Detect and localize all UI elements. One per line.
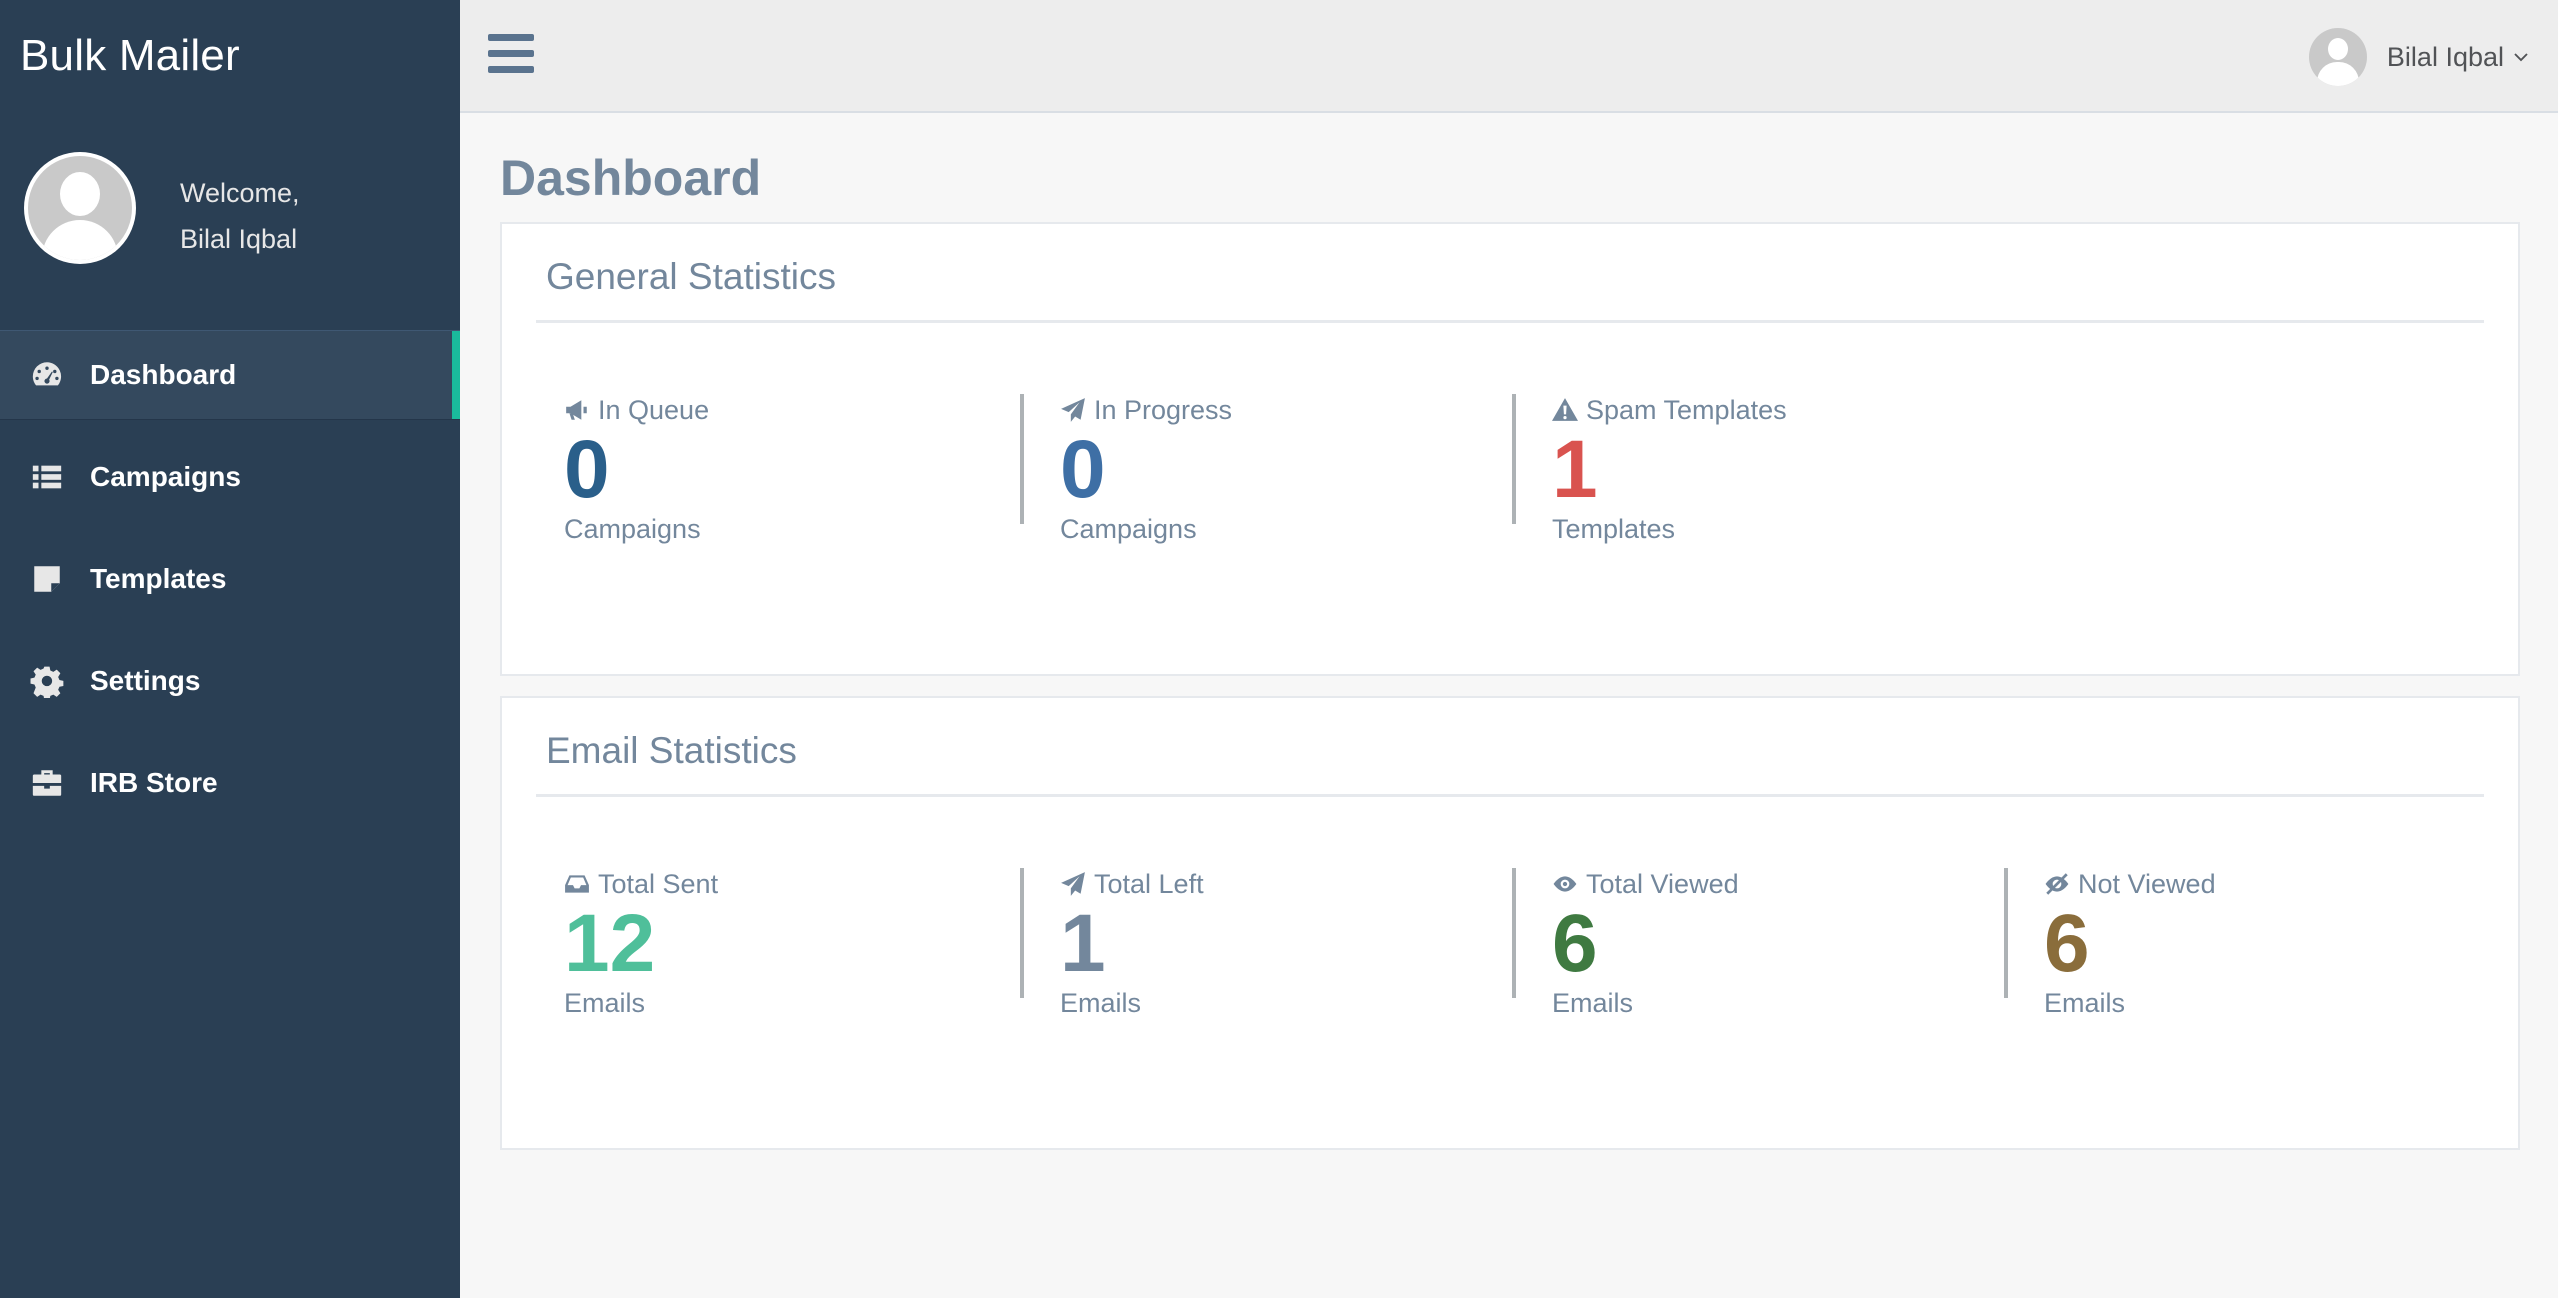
stat-label: Spam Templates: [1586, 395, 1787, 425]
sidebar-item-settings[interactable]: Settings: [0, 636, 460, 726]
sidebar-item-irb-store[interactable]: IRB Store: [0, 738, 460, 828]
stat-total-left: Total Left 1 Emails: [1020, 868, 1512, 1018]
stat-in-progress: In Progress 0 Campaigns: [1020, 394, 1512, 544]
sidebar-item-label: Templates: [90, 563, 227, 594]
stat-label: Total Left: [1094, 869, 1204, 899]
stat-value: 6: [1552, 898, 1598, 989]
paper-plane-icon: [1061, 872, 1085, 896]
stat-value: 0: [1060, 424, 1106, 515]
warning-icon: [1552, 398, 1578, 421]
welcome-block: Welcome, Bilal Iqbal: [180, 170, 300, 262]
sidebar-item-templates[interactable]: Templates: [0, 534, 460, 624]
paper-plane-icon: [1061, 398, 1085, 422]
stat-unit: Emails: [1060, 988, 1142, 1018]
stat-not-viewed: Not Viewed 6 Emails: [2004, 868, 2496, 1018]
bullhorn-icon: [566, 400, 587, 420]
stat-unit: Emails: [564, 988, 646, 1018]
briefcase-icon: [28, 764, 66, 802]
profile-avatar: [24, 152, 136, 264]
stat-unit: Campaigns: [1060, 514, 1197, 544]
top-navbar: Bilal Iqbal: [460, 0, 2558, 113]
sidebar-item-campaigns[interactable]: Campaigns: [0, 432, 460, 522]
user-dropdown[interactable]: Bilal Iqbal: [2308, 28, 2530, 86]
chevron-down-icon: [2514, 53, 2528, 62]
panel-title: Email Statistics: [546, 730, 797, 771]
stat-label: Not Viewed: [2078, 869, 2216, 899]
dashboard-icon: [28, 356, 66, 394]
sidebar-item-label: IRB Store: [90, 767, 218, 798]
stat-unit: Emails: [2044, 988, 2126, 1018]
sidebar-item-label: Campaigns: [90, 461, 241, 492]
general-statistics-panel: General Statistics In Queue 0 Campaigns …: [500, 222, 2520, 676]
list-icon: [28, 458, 66, 496]
stat-value: 0: [564, 424, 610, 515]
stat-value: 1: [1060, 898, 1106, 989]
stat-value: 12: [564, 898, 656, 989]
panel-title: General Statistics: [546, 256, 836, 297]
stat-label: In Progress: [1094, 395, 1233, 425]
stat-value: 6: [2044, 898, 2090, 989]
sidebar-menu: Dashboard Campaigns Templates Settings I…: [0, 330, 460, 840]
menu-toggle-icon[interactable]: [488, 34, 534, 76]
stat-unit: Emails: [1552, 988, 1634, 1018]
stat-label: In Queue: [598, 395, 710, 425]
inbox-icon: [565, 875, 589, 893]
stat-total-sent: Total Sent 12 Emails: [502, 868, 994, 1018]
stat-total-viewed: Total Viewed 6 Emails: [1512, 868, 2004, 1018]
sticky-note-icon: [28, 560, 66, 598]
sidebar-item-label: Dashboard: [90, 359, 237, 390]
sidebar-item-dashboard[interactable]: Dashboard: [0, 330, 460, 420]
welcome-text: Welcome,: [180, 178, 300, 208]
panel-divider: [536, 320, 2484, 323]
welcome-user-name: Bilal Iqbal: [180, 224, 298, 254]
sidebar-item-label: Settings: [90, 665, 201, 696]
sidebar: Bulk Mailer Welcome, Bilal Iqbal Dashboa…: [0, 0, 460, 1298]
eye-slash-icon: [2045, 873, 2069, 895]
eye-icon: [1553, 876, 1577, 892]
user-avatar: [2308, 28, 2367, 86]
stat-spam-templates: Spam Templates 1 Templates: [1512, 394, 2004, 544]
gear-icon: [28, 662, 66, 700]
page-title: Dashboard: [500, 150, 762, 206]
user-name: Bilal Iqbal: [2386, 41, 2504, 72]
stat-value: 1: [1552, 424, 1598, 515]
stat-label: Total Sent: [598, 869, 719, 899]
stat-label: Total Viewed: [1586, 869, 1739, 899]
stat-unit: Campaigns: [564, 514, 701, 544]
stat-in-queue: In Queue 0 Campaigns: [502, 394, 994, 544]
email-statistics-panel: Email Statistics Total Sent 12 Emails To…: [500, 696, 2520, 1150]
stat-unit: Templates: [1552, 514, 1676, 544]
brand-title[interactable]: Bulk Mailer: [20, 31, 240, 80]
panel-divider: [536, 794, 2484, 797]
